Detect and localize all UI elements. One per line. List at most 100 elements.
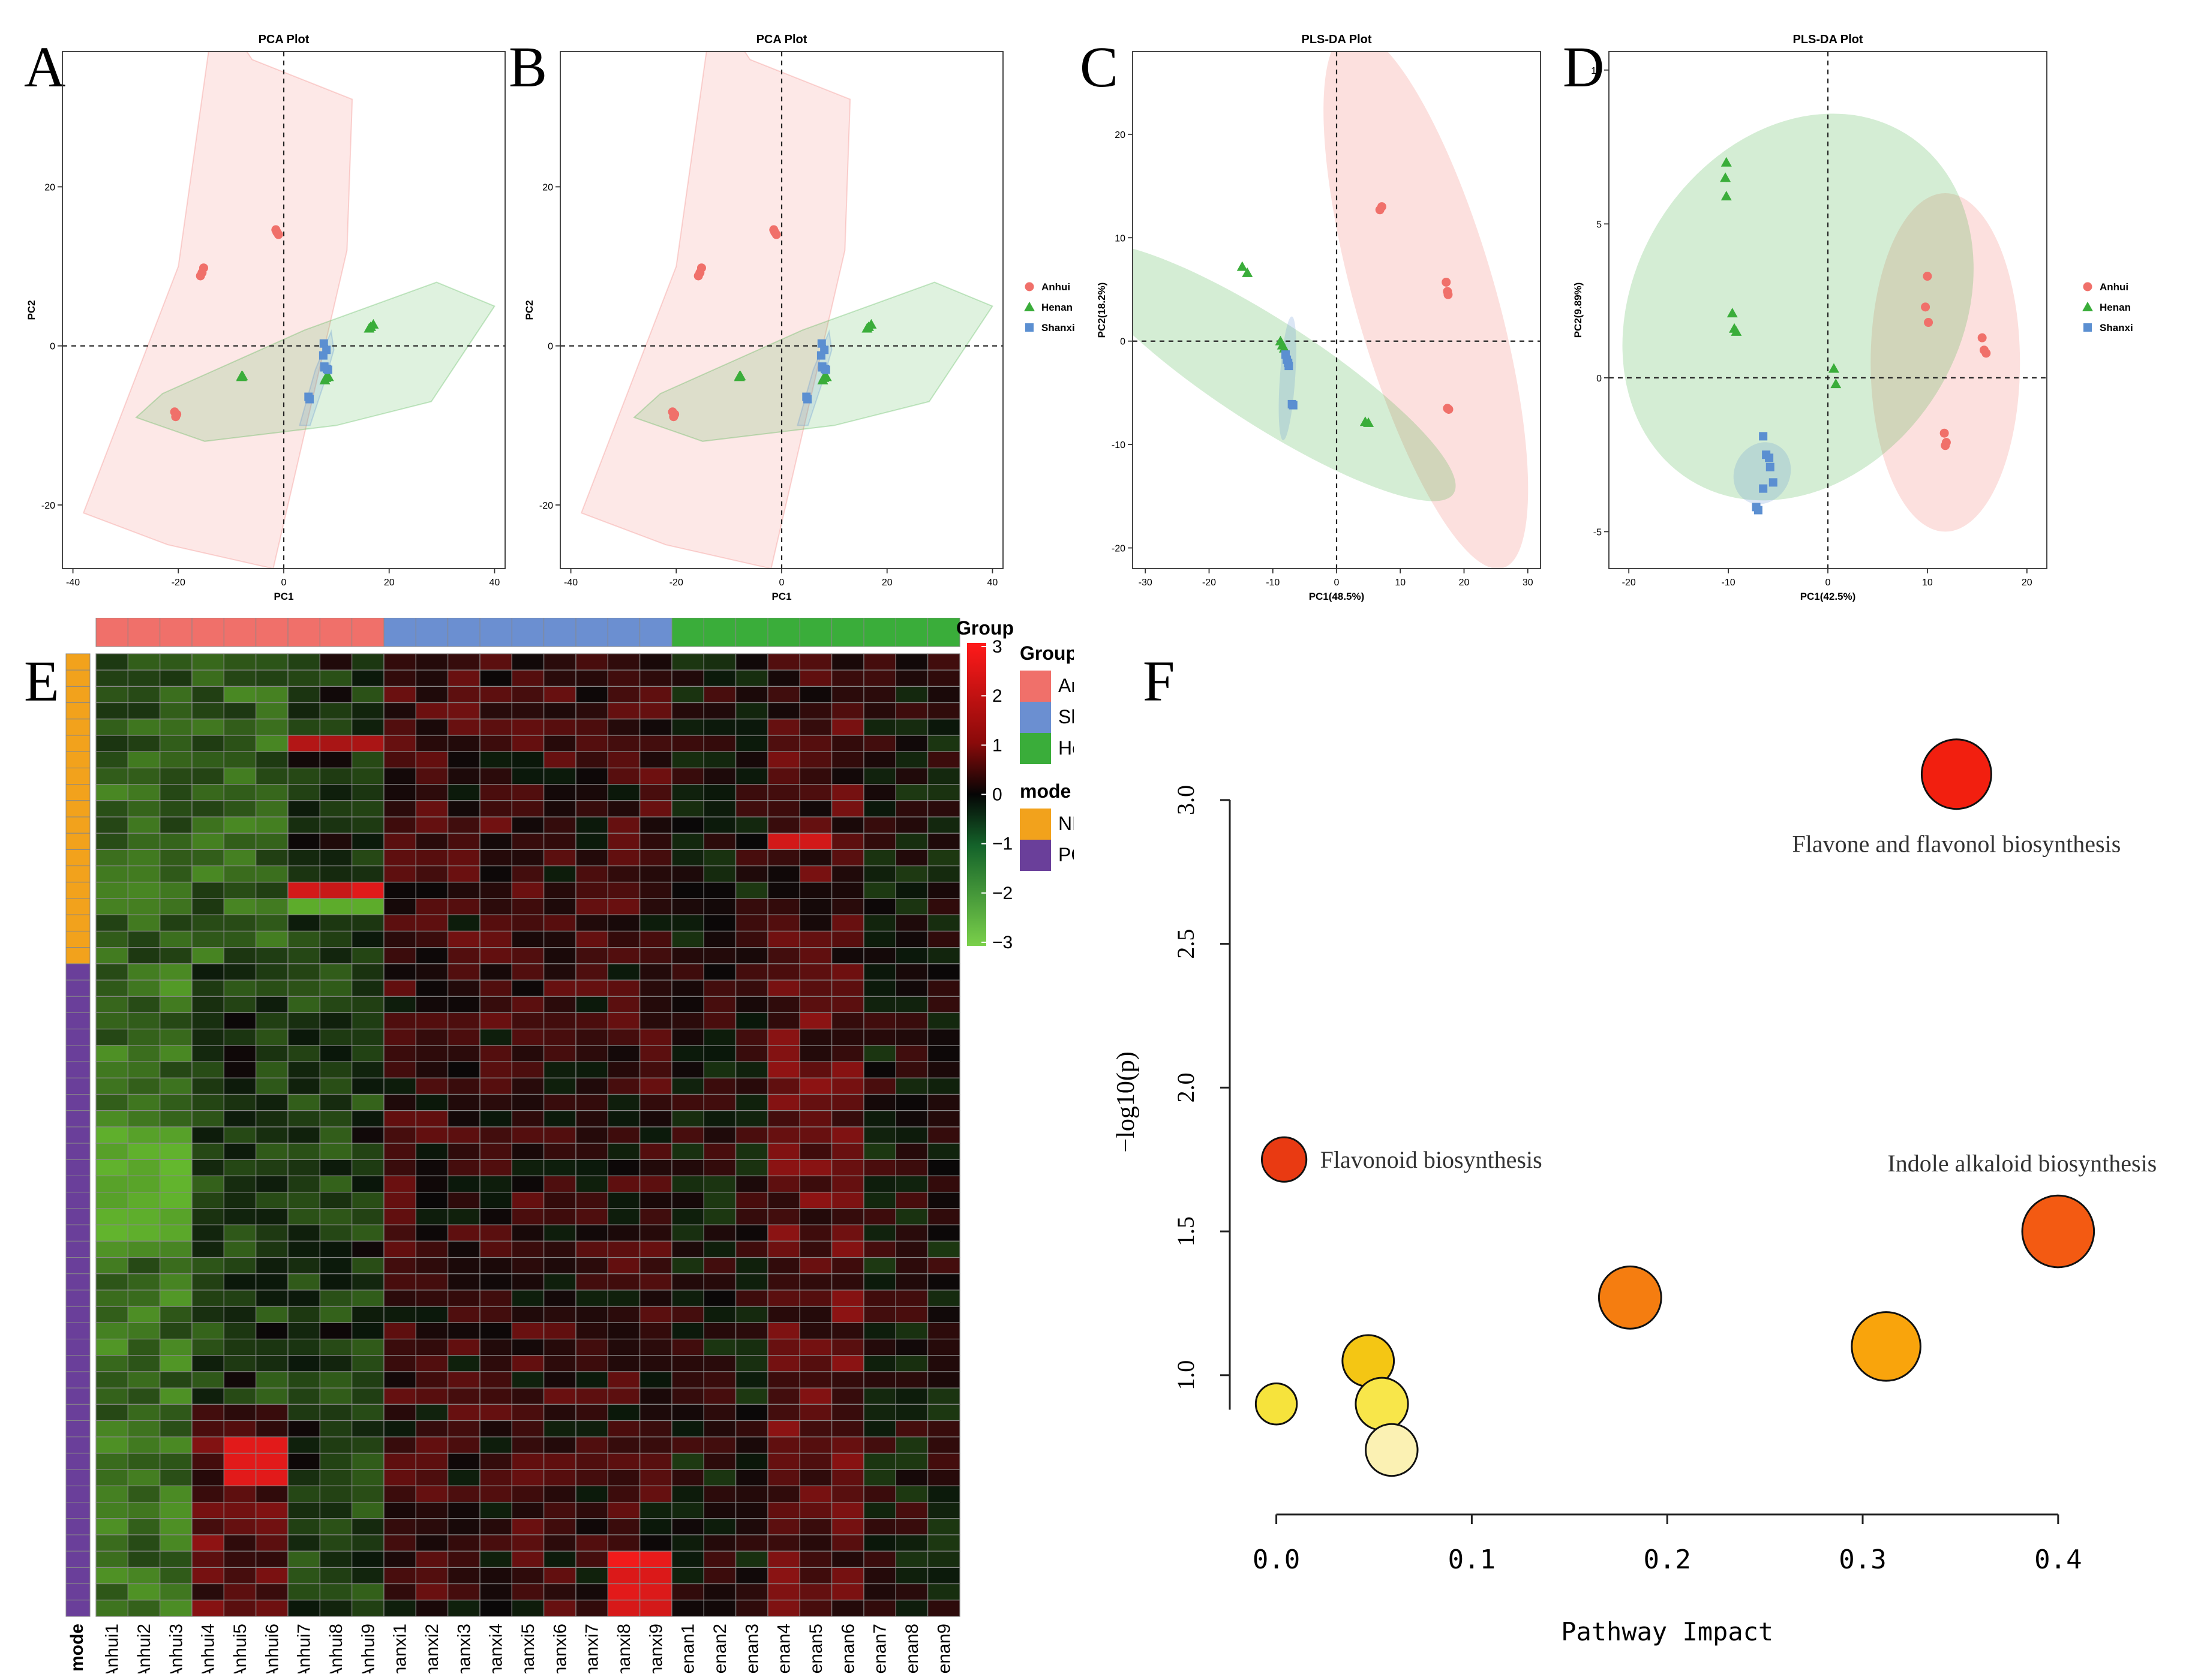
heatmap-cell <box>607 1469 641 1486</box>
heatmap-cell <box>767 1306 800 1323</box>
heatmap-cell <box>383 979 416 997</box>
heatmap-cell <box>639 1583 672 1601</box>
heatmap-cell <box>256 865 289 883</box>
heatmap-cell <box>223 1208 257 1225</box>
heatmap-cell <box>863 1306 896 1323</box>
heatmap-cell <box>767 898 800 915</box>
heatmap-cell <box>575 1567 608 1585</box>
heatmap-cell <box>544 1290 576 1307</box>
heatmap-cell <box>575 686 608 704</box>
heatmap-cell <box>448 735 481 752</box>
heatmap-cell <box>895 1322 929 1340</box>
heatmap-cell <box>448 1273 481 1291</box>
heatmap-cell <box>607 1371 641 1389</box>
heatmap-cell <box>448 914 481 932</box>
x-axis-label: PC1 <box>771 591 791 602</box>
heatmap-cell <box>415 767 449 785</box>
heatmap-cell <box>127 735 161 752</box>
heatmap-cell <box>544 1012 576 1030</box>
heatmap-cell <box>479 1257 512 1275</box>
heatmap-cell <box>191 1469 224 1486</box>
heatmap-cell <box>191 1061 224 1078</box>
colorbar-tick-label: −1 <box>992 834 1013 854</box>
heatmap-cell <box>544 702 576 720</box>
heatmap-cell <box>831 1600 864 1617</box>
heatmap-cell <box>160 1093 193 1111</box>
heatmap-cell <box>383 653 416 671</box>
column-label: Henan3 <box>742 1624 762 1673</box>
heatmap-cell <box>415 1567 449 1585</box>
heatmap-cell <box>863 1371 896 1389</box>
heatmap-cell <box>544 1110 576 1128</box>
heatmap-cell <box>256 702 289 720</box>
heatmap-cell <box>767 653 800 671</box>
heatmap-cell <box>319 1371 353 1389</box>
heatmap-cell <box>607 669 641 687</box>
y-tick-label: 20 <box>542 182 553 193</box>
heatmap-cell <box>383 1240 416 1258</box>
heatmap-cell <box>799 849 833 867</box>
heatmap-cell <box>352 653 385 671</box>
heatmap-cell <box>767 735 800 752</box>
heatmap-cell <box>127 865 161 883</box>
group-bar-cell <box>544 618 576 647</box>
heatmap-cell <box>223 1077 257 1095</box>
mode-bar-cell <box>65 1518 91 1535</box>
y-tick-label: 2.5 <box>1172 929 1199 959</box>
heatmap-cell <box>319 1550 353 1568</box>
heatmap-cell <box>191 1306 224 1323</box>
heatmap-cell <box>607 1387 641 1405</box>
heatmap-cell <box>127 1143 161 1160</box>
y-tick-label: 1.0 <box>1172 1360 1199 1390</box>
heatmap-cell <box>95 1469 128 1486</box>
heatmap-cell <box>191 686 224 704</box>
point-anhui <box>669 412 678 422</box>
y-axis-label: PC2 <box>26 300 37 320</box>
heatmap-cell <box>927 1224 960 1242</box>
ellipse-shanxi <box>1733 442 1791 504</box>
heatmap-cell <box>703 686 737 704</box>
heatmap-cell <box>671 669 704 687</box>
point-henan <box>818 372 830 382</box>
heatmap-cell <box>767 1371 800 1389</box>
heatmap-cell <box>927 1518 960 1535</box>
heatmap-cell <box>352 1029 385 1046</box>
heatmap-cell <box>703 1436 737 1454</box>
heatmap-cell <box>831 1355 864 1372</box>
heatmap-cell <box>671 751 704 769</box>
heatmap-cell <box>799 1159 833 1177</box>
heatmap-cell <box>895 751 929 769</box>
heatmap-cell <box>352 1224 385 1242</box>
heatmap-cell <box>256 963 289 981</box>
heatmap-cell <box>927 963 960 981</box>
mode-bar-cell <box>65 1534 91 1552</box>
heatmap-cell <box>191 669 224 687</box>
heatmap-cell <box>671 1355 704 1372</box>
heatmap-cell <box>735 963 768 981</box>
heatmap-cell <box>319 1224 353 1242</box>
heatmap-cell <box>415 800 449 818</box>
heatmap-cell <box>799 1420 833 1438</box>
legend-group-title: Group <box>1020 642 1074 664</box>
heatmap-cell <box>767 1534 800 1552</box>
heatmap-cell <box>479 1159 512 1177</box>
heatmap-cell <box>191 1159 224 1177</box>
heatmap-cell <box>895 1110 929 1128</box>
heatmap-cell <box>831 800 864 818</box>
mode-bar-cell <box>65 1403 91 1421</box>
heatmap-cell <box>448 1322 481 1340</box>
group-bar-cell <box>415 618 449 647</box>
heatmap-cell <box>799 865 833 883</box>
heatmap-cell <box>319 1126 353 1144</box>
heatmap-cell <box>223 1257 257 1275</box>
y-tick-label: 2.0 <box>1172 1072 1199 1102</box>
heatmap-cell <box>223 1290 257 1307</box>
heatmap-cell <box>544 979 576 997</box>
plot-title: PLS-DA Plot <box>1301 33 1371 46</box>
heatmap-cell <box>160 1600 193 1617</box>
heatmap-cell <box>319 1077 353 1095</box>
mode-bar-cell <box>65 865 91 883</box>
heatmap-cell <box>479 1093 512 1111</box>
x-tick-label: 0 <box>1334 578 1340 588</box>
heatmap-cell <box>448 1518 481 1535</box>
